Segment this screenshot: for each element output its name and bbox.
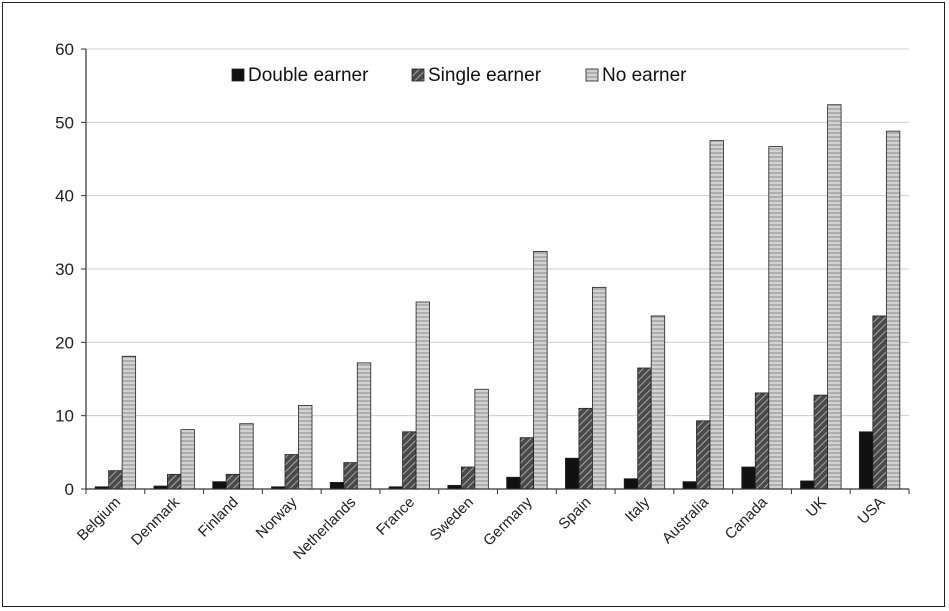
bar-single-earner (754, 392, 770, 490)
x-tick-label: France (373, 494, 418, 539)
bar-single-earner (343, 462, 358, 490)
bar-no-earner (827, 104, 842, 490)
bar-double-earner (800, 480, 815, 490)
bar-no-earner (533, 250, 548, 490)
x-tick-label: Netherlands (290, 494, 359, 563)
legend-item-single-earner: Single earner (411, 65, 542, 86)
legend-swatch (411, 68, 425, 82)
legend-label: Double earner (248, 65, 369, 86)
y-tick-label: 40 (55, 187, 74, 206)
bar-single-earner (167, 473, 182, 490)
bars (94, 104, 901, 490)
bar-single-earner (696, 420, 711, 490)
bar-double-earner (858, 431, 874, 490)
bar-no-earner (592, 286, 607, 490)
legend-item-no-earner: No earner (585, 65, 687, 86)
bar-no-earner (415, 301, 430, 490)
bar-no-earner (885, 130, 901, 490)
bar-no-earner (180, 429, 195, 490)
bar-double-earner (329, 481, 345, 490)
bar-single-earner (460, 466, 476, 490)
legend-swatch (231, 68, 245, 82)
bar-single-earner (813, 394, 828, 490)
bar-double-earner (565, 457, 580, 490)
y-tick-label: 20 (55, 333, 74, 352)
y-tick-label: 0 (65, 480, 74, 499)
bar-no-earner (298, 404, 313, 490)
x-tick-label: Germany (480, 493, 536, 549)
x-tick-label: Italy (622, 493, 654, 525)
bar-single-earner (872, 315, 887, 490)
y-tick-label: 10 (55, 407, 74, 426)
gridlines (86, 48, 909, 417)
y-tick-label: 50 (55, 113, 74, 132)
bar-no-earner (239, 423, 254, 490)
bar-no-earner (356, 362, 372, 490)
x-tick-label: Canada (722, 493, 772, 543)
legend-label: No earner (602, 65, 687, 86)
bar-no-earner (768, 146, 783, 490)
bar-single-earner (402, 431, 417, 490)
bar-single-earner (578, 407, 593, 490)
bar-double-earner (741, 466, 756, 490)
x-tick-label: Denmark (128, 493, 183, 548)
bar-no-earner (650, 315, 666, 490)
legend-label: Single earner (428, 65, 542, 86)
x-tick-label: Australia (659, 493, 713, 547)
bar-no-earner (121, 355, 137, 490)
y-tick-label: 60 (55, 40, 74, 59)
bar-no-earner (709, 140, 724, 490)
x-tick-label: Sweden (427, 494, 477, 544)
x-tick-label: Finland (195, 494, 242, 541)
legend: Double earner Single earner No earner (231, 65, 687, 86)
y-tick-label: 30 (55, 260, 74, 279)
bar-double-earner (682, 481, 697, 490)
bar-double-earner (506, 476, 521, 490)
x-tick-label: Norway (253, 493, 301, 541)
bar-single-earner (108, 470, 123, 490)
x-tick-label: USA (855, 494, 889, 528)
legend-swatch (585, 68, 599, 82)
x-tick-label: Spain (555, 494, 594, 533)
bar-double-earner (623, 478, 639, 490)
legend-item-double-earner: Double earner (231, 65, 369, 86)
bar-single-earner (519, 437, 535, 490)
x-tick-label: Belgium (74, 494, 124, 544)
y-axis-ticks: 0 10 20 30 40 50 60 (55, 40, 86, 499)
bar-single-earner (225, 473, 241, 490)
bar-single-earner (284, 454, 299, 490)
bar-double-earner (212, 481, 227, 490)
bar-single-earner (637, 367, 652, 490)
bar-no-earner (474, 388, 489, 490)
x-tick-label: UK (803, 494, 830, 521)
